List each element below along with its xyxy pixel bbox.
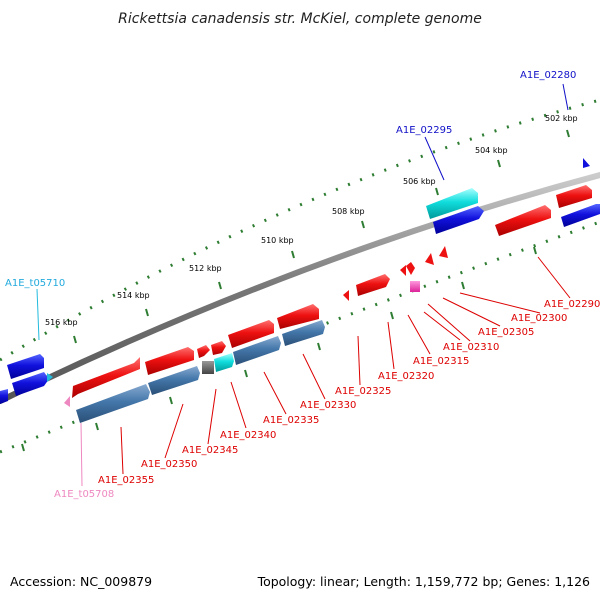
genome-stats-text: Topology: linear; Length: 1,159,772 bp; … xyxy=(257,574,590,589)
gene-arrow[interactable] xyxy=(282,320,325,346)
gene-arrow[interactable] xyxy=(7,354,44,379)
gene-label-a1e-02295[interactable]: A1E_02295 xyxy=(396,125,452,136)
upper-major-ticks xyxy=(73,129,570,344)
tick-label: 512 kbp xyxy=(189,264,222,273)
trna-marker[interactable] xyxy=(439,246,448,258)
gene-label-a1e-02310[interactable]: A1E_02310 xyxy=(443,342,499,353)
gene-label-a1e-02305[interactable]: A1E_02305 xyxy=(478,327,534,338)
trna-marker[interactable] xyxy=(400,265,406,276)
tick-label: 510 kbp xyxy=(261,236,294,245)
gene-label-a1e-02345[interactable]: A1E_02345 xyxy=(182,445,238,456)
gene-arrow[interactable] xyxy=(561,204,600,227)
gene-label-a1e-02325[interactable]: A1E_02325 xyxy=(335,386,391,397)
gene-label-a1e-02330[interactable]: A1E_02330 xyxy=(300,400,356,411)
plus-strand-genes xyxy=(0,158,600,404)
tick-label: 508 kbp xyxy=(332,207,365,216)
gene-arrow[interactable] xyxy=(211,341,226,355)
gene-arrow[interactable] xyxy=(12,372,49,396)
gene-label-a1e-02315[interactable]: A1E_02315 xyxy=(413,356,469,367)
gene-label-a1e-t05710[interactable]: A1E_t05710 xyxy=(5,278,65,289)
accession-text: Accession: NC_009879 xyxy=(10,574,152,589)
tick-label: 514 kbp xyxy=(117,291,150,300)
gene-labels: A1E_02280 A1E_02295 A1E_t05710 A1E_02290… xyxy=(5,70,600,500)
gene-arrow[interactable] xyxy=(433,206,484,234)
gene-label-a1e-02320[interactable]: A1E_02320 xyxy=(378,371,434,382)
trna-marker[interactable] xyxy=(343,290,349,301)
gene-arrow[interactable] xyxy=(197,345,210,358)
trna-marker[interactable] xyxy=(47,373,53,382)
gene-arrow[interactable] xyxy=(76,384,150,423)
trna-marker[interactable] xyxy=(64,396,70,407)
tick-label: 516 kbp xyxy=(45,318,78,327)
gene-label-a1e-02335[interactable]: A1E_02335 xyxy=(263,415,319,426)
tick-label: 506 kbp xyxy=(403,177,436,186)
trna-marker[interactable] xyxy=(406,262,415,275)
tick-label: 504 kbp xyxy=(475,146,508,155)
minus-strand-genes xyxy=(64,320,325,423)
lower-major-ticks xyxy=(21,246,537,452)
gene-arrow[interactable] xyxy=(426,188,478,219)
leader-lines xyxy=(36,83,571,487)
gene-label-a1e-02290[interactable]: A1E_02290 xyxy=(544,299,600,310)
tick-labels: 502 kbp 504 kbp 506 kbp 508 kbp 510 kbp … xyxy=(45,114,578,327)
gene-marker[interactable] xyxy=(583,158,590,168)
gene-arrow[interactable] xyxy=(233,336,281,365)
map-title: Rickettsia canadensis str. McKiel, compl… xyxy=(118,11,482,27)
gene-arrow[interactable] xyxy=(228,320,274,348)
gene-arrow[interactable] xyxy=(214,353,234,372)
gene-arrow[interactable] xyxy=(72,357,140,398)
gene-label-a1e-t05708[interactable]: A1E_t05708 xyxy=(54,489,114,500)
gene-arrow[interactable] xyxy=(145,347,194,375)
gene-label-a1e-02280[interactable]: A1E_02280 xyxy=(520,70,576,81)
gene-label-a1e-02355[interactable]: A1E_02355 xyxy=(98,475,154,486)
gene-arrow[interactable] xyxy=(556,185,592,208)
gene-box[interactable] xyxy=(410,281,420,292)
gene-arrow[interactable] xyxy=(356,274,390,296)
gene-box[interactable] xyxy=(202,361,214,374)
gene-arrow[interactable] xyxy=(495,205,551,236)
gene-arrow[interactable] xyxy=(277,304,319,329)
tick-label: 502 kbp xyxy=(545,114,578,123)
gene-label-a1e-02340[interactable]: A1E_02340 xyxy=(220,430,276,441)
gene-label-a1e-02300[interactable]: A1E_02300 xyxy=(511,313,567,324)
trna-marker[interactable] xyxy=(425,253,434,265)
gene-label-a1e-02350[interactable]: A1E_02350 xyxy=(141,459,197,470)
gene-arrow[interactable] xyxy=(0,389,8,404)
gene-arrow[interactable] xyxy=(148,366,200,395)
genome-backbone xyxy=(0,172,600,404)
